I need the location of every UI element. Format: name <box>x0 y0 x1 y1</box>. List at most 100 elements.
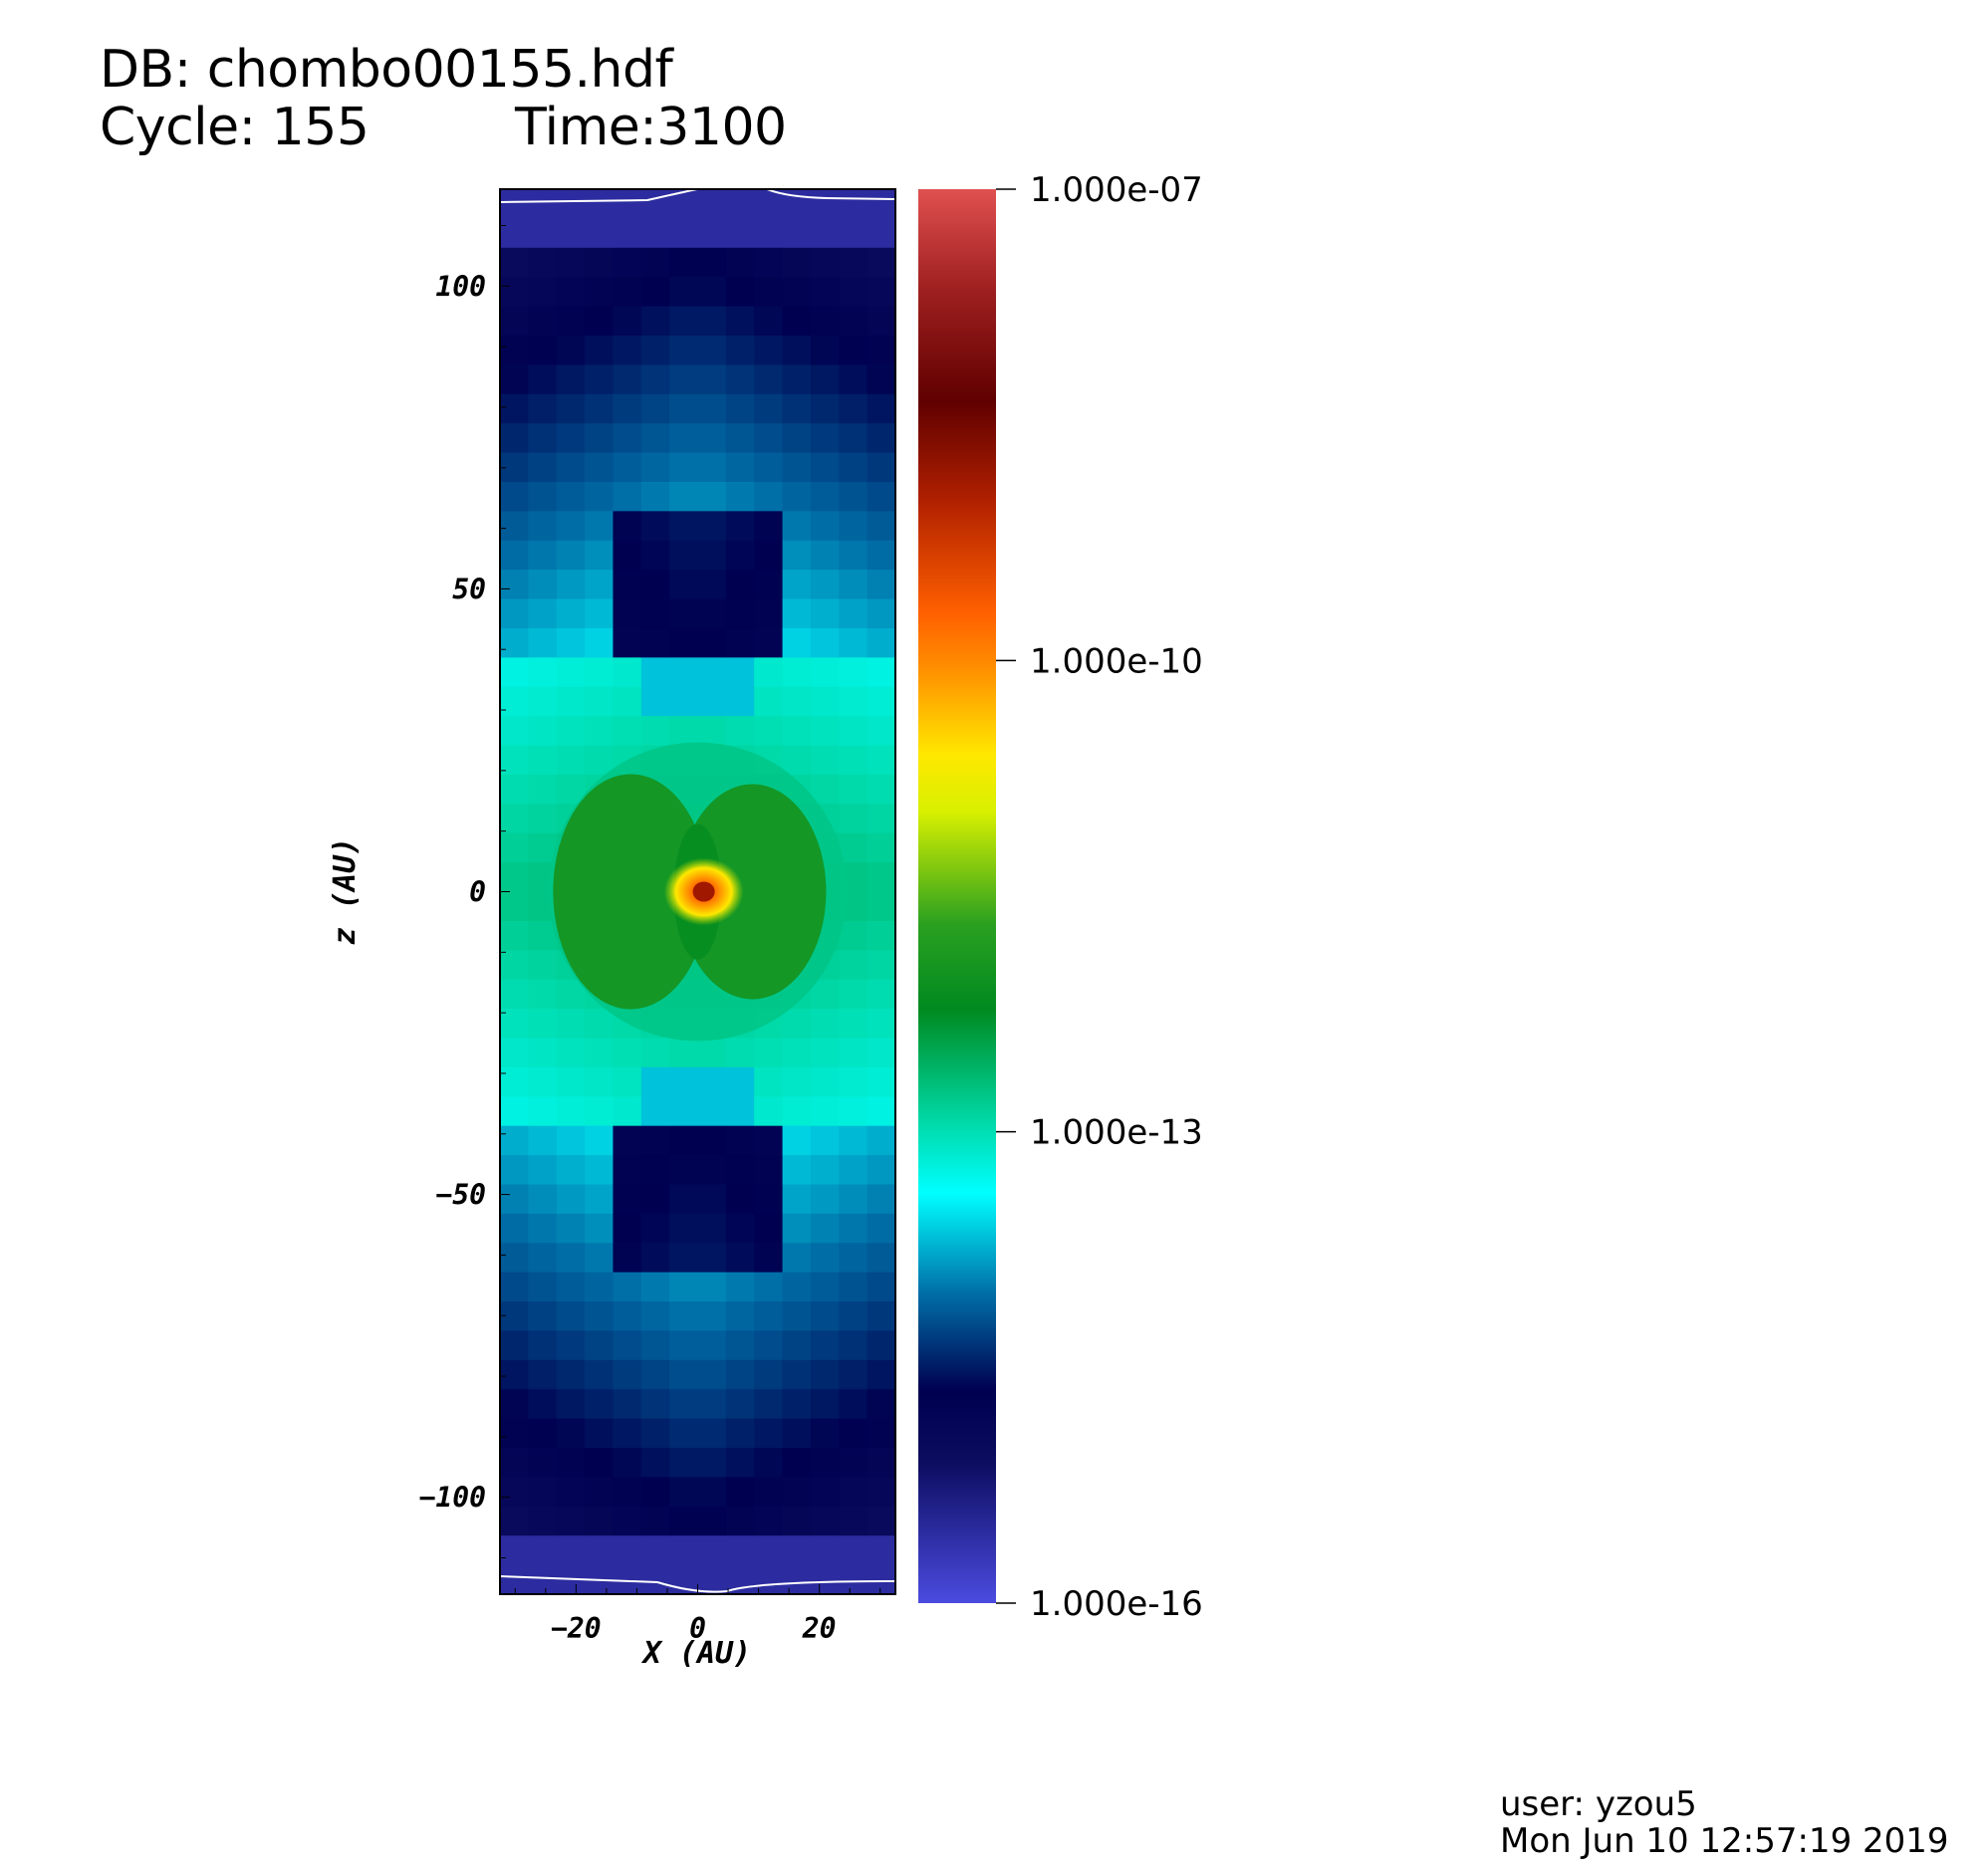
heatmap-cell <box>669 570 699 600</box>
heatmap-cell <box>782 1038 812 1068</box>
heatmap-cell <box>585 1535 615 1566</box>
heatmap-cell <box>839 218 869 249</box>
heatmap-cell <box>585 1243 615 1274</box>
heatmap-cell <box>500 1243 529 1274</box>
heatmap-cell <box>725 364 755 395</box>
heatmap-cell <box>613 452 642 483</box>
heatmap-cell <box>669 481 699 512</box>
heatmap-cell <box>585 1448 615 1479</box>
heatmap-cell <box>528 920 558 951</box>
heatmap-cell <box>725 335 755 365</box>
heatmap-cell <box>669 335 699 365</box>
heatmap-cell <box>782 364 812 395</box>
heatmap-cell <box>640 452 670 483</box>
heatmap-cell <box>585 247 615 278</box>
heatmap-cell <box>867 1096 895 1127</box>
heatmap-cell <box>528 1506 558 1536</box>
heatmap-cell <box>725 1389 755 1420</box>
heatmap-cell <box>810 1243 840 1274</box>
heatmap-cell <box>500 716 529 747</box>
heatmap-cell <box>810 306 840 337</box>
heatmap-cell <box>810 1506 840 1536</box>
heatmap-cell <box>556 1535 586 1566</box>
heatmap-cell <box>528 1125 558 1156</box>
heatmap-cell <box>839 1564 869 1594</box>
heatmap-cell <box>556 598 586 629</box>
heatmap-cell <box>640 1272 670 1302</box>
heatmap-cell <box>669 1155 699 1186</box>
heatmap-cell <box>867 1125 895 1156</box>
heatmap-cell <box>613 247 642 278</box>
heatmap-cell <box>839 598 869 629</box>
footer-user: user: yzou5 <box>1500 1784 1697 1824</box>
heatmap-cell <box>585 598 615 629</box>
heatmap-cell <box>754 1448 784 1479</box>
heatmap-cell <box>556 657 586 688</box>
heatmap-cell <box>669 716 699 747</box>
heatmap-cell <box>867 716 895 747</box>
heatmap-cell <box>782 277 812 308</box>
heatmap-cell <box>585 1009 615 1040</box>
heatmap-cell <box>754 540 784 571</box>
heatmap-cell <box>528 423 558 454</box>
heatmap-cell <box>867 540 895 571</box>
heatmap-cell <box>528 627 558 658</box>
heatmap-cell <box>810 1448 840 1479</box>
heatmap-cell <box>640 627 670 658</box>
heatmap-cell <box>697 335 727 365</box>
left-lobe <box>553 774 709 1010</box>
heatmap-cell <box>782 1213 812 1244</box>
heatmap-cell <box>867 1272 895 1302</box>
heatmap-cell <box>640 306 670 337</box>
heatmap-cell <box>500 1330 529 1361</box>
heatmap-cell <box>754 1418 784 1449</box>
heatmap-cell <box>810 1184 840 1215</box>
heatmap-cell <box>782 1096 812 1127</box>
heatmap-cell <box>500 1155 529 1186</box>
heatmap-cell <box>585 1301 615 1332</box>
heatmap-cell <box>867 1448 895 1479</box>
heatmap-cell <box>867 598 895 629</box>
heatmap-cell <box>839 1301 869 1332</box>
heatmap-cell <box>500 364 529 395</box>
heatmap-cell <box>669 1535 699 1566</box>
heatmap-cell <box>839 1330 869 1361</box>
heatmap-cell <box>640 1096 670 1127</box>
heatmap-cell <box>669 1066 699 1097</box>
heatmap-cell <box>810 686 840 717</box>
heatmap-cell <box>810 745 840 776</box>
heatmap-cell <box>725 1535 755 1566</box>
heatmap-cell <box>500 1213 529 1244</box>
heatmap-cell <box>782 335 812 365</box>
heatmap-cell <box>528 1418 558 1449</box>
heatmap-cell <box>754 1155 784 1186</box>
heatmap-cell <box>528 1389 558 1420</box>
heatmap-cell <box>556 1272 586 1302</box>
heatmap-cell <box>669 657 699 688</box>
heatmap-cell <box>867 1009 895 1040</box>
heatmap-cell <box>725 540 755 571</box>
heatmap-cell <box>613 481 642 512</box>
heatmap-cell <box>810 570 840 600</box>
heatmap-cell <box>839 335 869 365</box>
heatmap-cell <box>839 832 869 863</box>
heatmap-cell <box>782 1009 812 1040</box>
heatmap-cell <box>810 1155 840 1186</box>
heatmap-cell <box>782 218 812 249</box>
heatmap-cell <box>754 306 784 337</box>
heatmap-cell <box>810 716 840 747</box>
heatmap-cell <box>556 745 586 776</box>
heatmap-cell <box>613 1125 642 1156</box>
heatmap-cell <box>528 1155 558 1186</box>
heatmap-cell <box>725 1213 755 1244</box>
heatmap-cell <box>585 540 615 571</box>
heatmap-cell <box>669 1330 699 1361</box>
heatmap-cell <box>640 1359 670 1390</box>
heatmap-cell <box>697 1125 727 1156</box>
heatmap-cell <box>697 686 727 717</box>
heatmap-cell <box>725 1359 755 1390</box>
heatmap-cell <box>613 657 642 688</box>
heatmap-cell <box>810 627 840 658</box>
heatmap-cell <box>697 570 727 600</box>
